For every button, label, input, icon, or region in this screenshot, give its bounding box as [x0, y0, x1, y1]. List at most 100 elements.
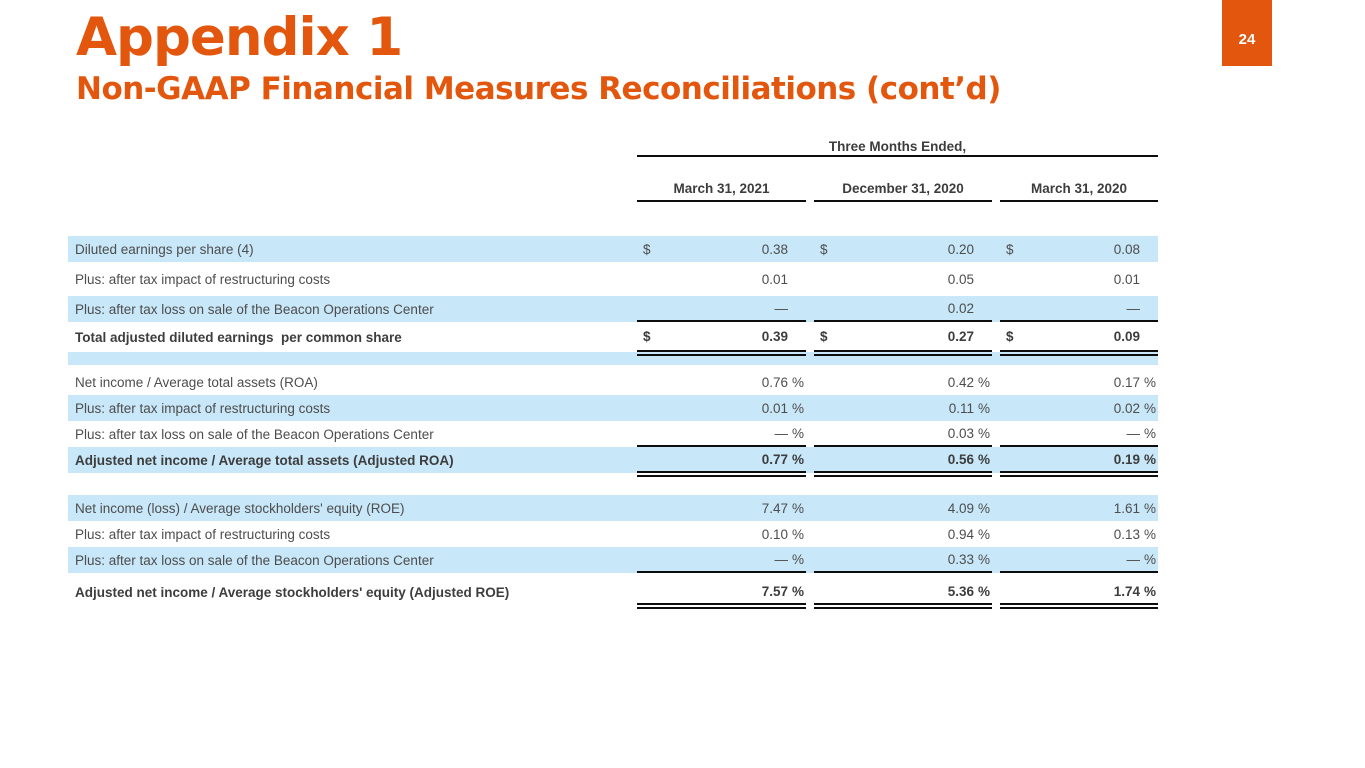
value-text: 0.10 [761, 526, 788, 542]
value-text: 0.56 [947, 451, 974, 467]
value-text: 0.11 [948, 400, 974, 416]
value-text: — [774, 300, 789, 316]
row-label: Net income (loss) / Average stockholders… [75, 500, 405, 516]
reconciliation-table: Three Months Ended, March 31, 2021 Decem… [68, 133, 1158, 609]
value-text: 0.39 [761, 328, 788, 344]
table-row: Plus: after tax impact of restructuring … [68, 395, 1158, 421]
value-cell: 0.02 [814, 296, 992, 322]
value-text: 0.17 [1113, 374, 1140, 390]
value-cell: —% [1000, 547, 1158, 573]
page-number-badge: 24 [1222, 0, 1272, 66]
percent-suffix: % [978, 583, 991, 599]
row-label: Plus: after tax loss on sale of the Beac… [75, 301, 434, 317]
value-text: 1.74 [1113, 583, 1140, 599]
value-cell: 0.01 [1000, 262, 1158, 296]
value-text: — [774, 551, 789, 567]
percent-suffix: % [792, 400, 805, 416]
percent-suffix: % [1144, 526, 1157, 542]
percent-suffix: % [978, 526, 991, 542]
value-cell: 0.42% [814, 369, 992, 395]
row-label: Adjusted net income / Average stockholde… [75, 584, 510, 600]
value-cell: 7.47% [637, 495, 806, 521]
value-cell: 0.76% [637, 369, 806, 395]
row-label: Net income / Average total assets (ROA) [75, 374, 318, 390]
value-cell: 0.33% [814, 547, 992, 573]
table-row: Plus: after tax loss on sale of the Beac… [68, 547, 1158, 573]
value-cell: 0.13% [1000, 521, 1158, 547]
value-cell: 0.77% [637, 447, 806, 477]
row-label: Plus: after tax loss on sale of the Beac… [75, 426, 434, 442]
value-cell: 0.19% [1000, 447, 1158, 477]
percent-suffix: % [792, 500, 805, 516]
value-cell: 0.01 [637, 262, 806, 296]
percent-suffix: % [1144, 551, 1157, 567]
percent-suffix: % [978, 500, 991, 516]
table-row: Diluted earnings per share (4) $0.38 $0.20… [68, 236, 1158, 262]
currency-symbol: $ [1006, 241, 1014, 257]
table-row: Net income / Average total assets (ROA) 0… [68, 369, 1158, 395]
value-cell: 5.36% [814, 579, 992, 609]
percent-suffix: % [792, 451, 805, 467]
percent-suffix: % [978, 374, 991, 390]
value-text: 0.38 [761, 241, 788, 257]
column-header-march-2021: March 31, 2021 [637, 181, 806, 202]
value-text: 0.13 [1113, 526, 1140, 542]
title-block: Appendix 1 Non-GAAP Financial Measures R… [76, 7, 1001, 106]
percent-suffix: % [978, 400, 991, 416]
value-text: — [1126, 300, 1141, 316]
currency-symbol: $ [643, 328, 651, 344]
percent-suffix: % [1144, 451, 1157, 467]
currency-symbol: $ [820, 328, 828, 344]
value-text: 7.57 [761, 583, 788, 599]
value-cell: —% [637, 421, 806, 447]
value-text: 1.61 [1113, 500, 1140, 516]
table-header-spanner: Three Months Ended, [828, 139, 967, 154]
value-text: 0.01 [761, 271, 788, 287]
value-text: 0.09 [1113, 328, 1140, 344]
value-cell: 0.02% [1000, 395, 1158, 421]
spanner-underline [637, 155, 1158, 157]
value-text: 0.76 [761, 374, 788, 390]
value-text: — [774, 425, 789, 441]
row-label: Plus: after tax loss on sale of the Beac… [75, 552, 434, 568]
value-text: 0.05 [947, 271, 974, 287]
value-text: 4.09 [947, 500, 974, 516]
value-text: 0.42 [947, 374, 974, 390]
table-row: Plus: after tax impact of restructuring … [68, 262, 1158, 296]
value-cell: 0.03% [814, 421, 992, 447]
value-cell: $0.39 [637, 322, 806, 356]
column-header-march-2020: March 31, 2020 [1000, 181, 1158, 202]
value-text: 0.03 [947, 425, 974, 441]
table-column-header-row: March 31, 2021 December 31, 2020 March 3… [68, 157, 1158, 202]
percent-suffix: % [1144, 425, 1157, 441]
table-row: Plus: after tax loss on sale of the Beac… [68, 296, 1158, 322]
value-text: 0.77 [761, 451, 788, 467]
value-cell: $0.09 [1000, 322, 1158, 356]
percent-suffix: % [1144, 500, 1157, 516]
percent-suffix: % [978, 451, 991, 467]
value-cell: 7.57% [637, 579, 806, 609]
table-body: Diluted earnings per share (4) $0.38 $0.20… [68, 236, 1158, 609]
table-row: Adjusted net income / Average stockholde… [68, 579, 1158, 609]
percent-suffix: % [792, 551, 805, 567]
currency-symbol: $ [643, 241, 651, 257]
value-text: 0.01 [761, 400, 788, 416]
table-row: Adjusted net income / Average total asse… [68, 447, 1158, 477]
value-cell: $0.27 [814, 322, 992, 356]
currency-symbol: $ [1006, 328, 1014, 344]
table-row: Total adjusted diluted earnings per comm… [68, 322, 1158, 356]
value-text: 0.27 [947, 328, 974, 344]
value-cell: 0.05 [814, 262, 992, 296]
percent-suffix: % [792, 526, 805, 542]
value-cell: $0.38 [637, 236, 806, 262]
value-cell: — [1000, 296, 1158, 322]
value-cell: 1.61% [1000, 495, 1158, 521]
percent-suffix: % [792, 425, 805, 441]
percent-suffix: % [1144, 400, 1157, 416]
row-label: Diluted earnings per share (4) [75, 241, 254, 257]
percent-suffix: % [1144, 374, 1157, 390]
currency-symbol: $ [820, 241, 828, 257]
value-text: 0.33 [947, 551, 974, 567]
value-text: 0.08 [1113, 241, 1140, 257]
value-text: 0.94 [947, 526, 974, 542]
